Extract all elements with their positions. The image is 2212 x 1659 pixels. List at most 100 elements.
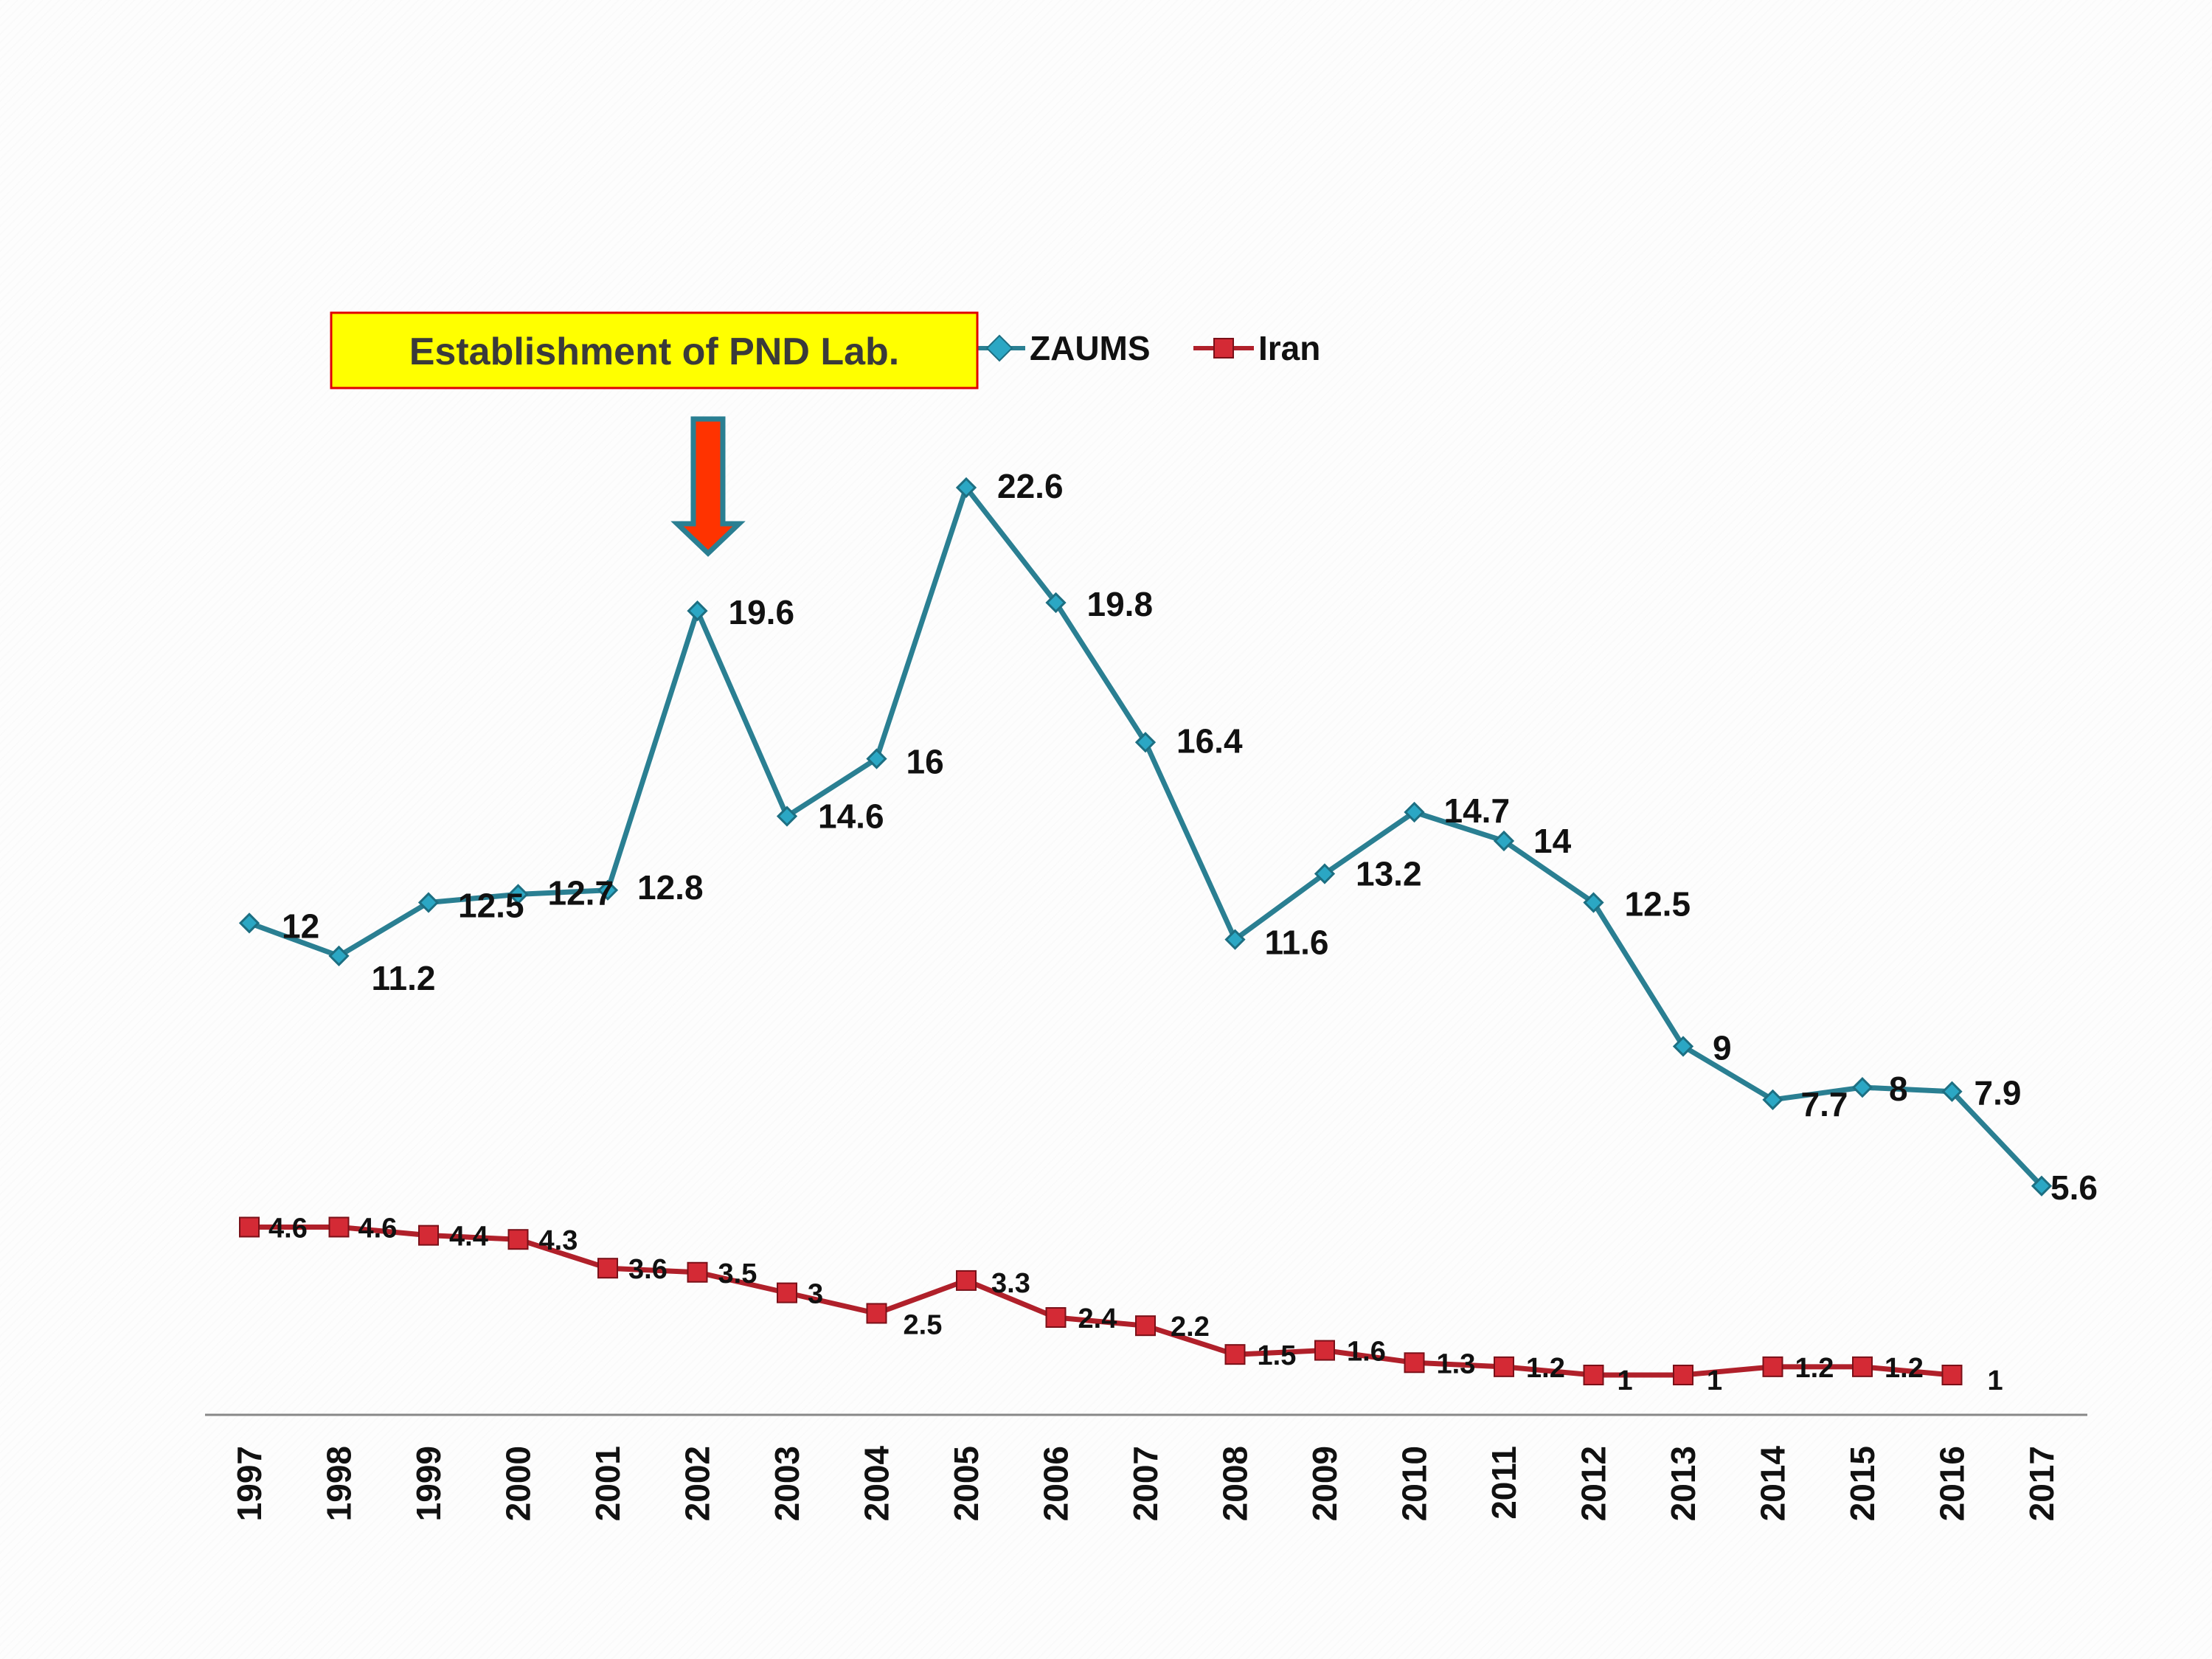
data-label: 1.3 [1437,1348,1476,1379]
data-point [597,1258,618,1279]
x-tick-label: 2005 [947,1446,985,1521]
data-label: 1 [1988,1365,2003,1396]
data-label: 5.6 [2050,1168,2098,1207]
x-tick-label: 2002 [679,1446,717,1521]
data-point [1494,1356,1514,1377]
data-label: 12 [282,907,319,945]
data-point [1404,1352,1425,1374]
x-tick-label: 2013 [1664,1446,1702,1521]
series-line-iran [249,1225,1952,1378]
data-point [777,1282,797,1303]
data-label: 7.7 [1801,1085,1848,1123]
data-label: 4.6 [268,1213,308,1244]
data-label: 9 [1713,1028,1732,1067]
x-tick-labels: 1997 1998 1999 2000 2001 2002 2003 2004 2005 2006… [230,1446,2061,1522]
data-point [955,477,977,499]
data-label: 2.2 [1171,1312,1210,1343]
data-point [687,600,708,622]
data-point [239,1216,260,1238]
data-point [418,1225,439,1246]
data-label: 1 [1707,1365,1722,1396]
data-label: 3.3 [991,1268,1030,1299]
data-label: 14 [1533,822,1572,860]
legend: ZAUMS Iran [974,329,1320,367]
data-label: 3 [808,1279,823,1310]
data-label: 19.8 [1087,585,1154,623]
data-point [1134,732,1157,753]
x-tick-label: 2008 [1216,1446,1255,1521]
data-label: 14.7 [1444,792,1511,830]
data-point [687,1261,708,1283]
x-tick-label: 2001 [589,1446,627,1521]
data-label: 16 [906,743,944,781]
x-tick-label: 2010 [1395,1446,1434,1521]
data-point [507,1229,529,1250]
data-label: 1.2 [1885,1353,1924,1384]
annotation-text: Establishment of PND Lab. [409,330,900,373]
data-label: 1.6 [1347,1337,1386,1368]
data-label: 13.2 [1356,855,1422,893]
data-label: 12.7 [548,873,614,912]
legend-marker-zaums [985,334,1013,362]
data-label: 1 [1618,1365,1633,1396]
data-point [1852,1356,1873,1377]
data-point [1762,1089,1783,1110]
data-point [1672,1036,1694,1057]
data-label: 4.4 [449,1222,488,1253]
legend-label-iran: Iran [1258,329,1320,367]
data-point [1045,1307,1067,1329]
data-label: 12.8 [637,868,704,907]
x-tick-label: 2007 [1126,1446,1165,1521]
data-point [1135,1315,1156,1337]
data-point [328,945,350,967]
data-point [2031,1175,2053,1196]
data-point [1314,1340,1335,1361]
data-point [1583,1365,1604,1385]
x-tick-label: 2011 [1485,1446,1523,1520]
data-label: 12.5 [458,887,524,925]
x-tick-label: 1997 [230,1446,268,1521]
data-point [1941,1081,1963,1102]
data-point [597,879,619,901]
data-label: 19.6 [729,593,795,631]
x-tick-label: 2014 [1754,1446,1792,1522]
data-point [507,884,529,905]
legend-label-zaums: ZAUMS [1030,329,1151,367]
data-label: 4.6 [358,1213,398,1244]
x-tick-label: 2004 [858,1446,896,1522]
x-tick-label: 1998 [320,1446,358,1521]
legend-item-zaums: ZAUMS [974,329,1151,367]
legend-marker-iran [1213,338,1234,359]
data-point [956,1270,977,1291]
data-label: 22.6 [997,467,1064,505]
data-label: 1.5 [1258,1340,1297,1371]
data-label: 3.6 [628,1254,668,1285]
data-label: 8 [1889,1070,1908,1108]
data-label: 1.2 [1795,1353,1834,1384]
data-point [1314,863,1336,884]
data-point [238,912,260,934]
data-point [1224,929,1246,950]
data-point [1941,1365,1963,1385]
data-point [1762,1356,1783,1377]
data-point [417,892,440,913]
data-label: 11.2 [372,959,436,997]
annotation-arrow-icon [670,416,746,557]
data-label: 4.3 [539,1225,578,1256]
data-point [776,806,798,827]
x-tick-label: 2017 [2022,1446,2061,1521]
data-label: 11.6 [1265,924,1329,962]
x-tick-label: 2000 [499,1446,538,1521]
data-label: 16.4 [1176,721,1243,760]
x-tick-label: 2003 [768,1446,806,1521]
legend-item-iran: Iran [1193,329,1320,367]
data-point [1493,830,1515,852]
annotation-box [330,311,979,389]
data-point [1583,892,1604,913]
x-tick-label: 2016 [1933,1446,1972,1521]
data-point [866,748,887,769]
data-label: 2.5 [904,1310,943,1341]
data-label: 2.4 [1078,1303,1117,1334]
